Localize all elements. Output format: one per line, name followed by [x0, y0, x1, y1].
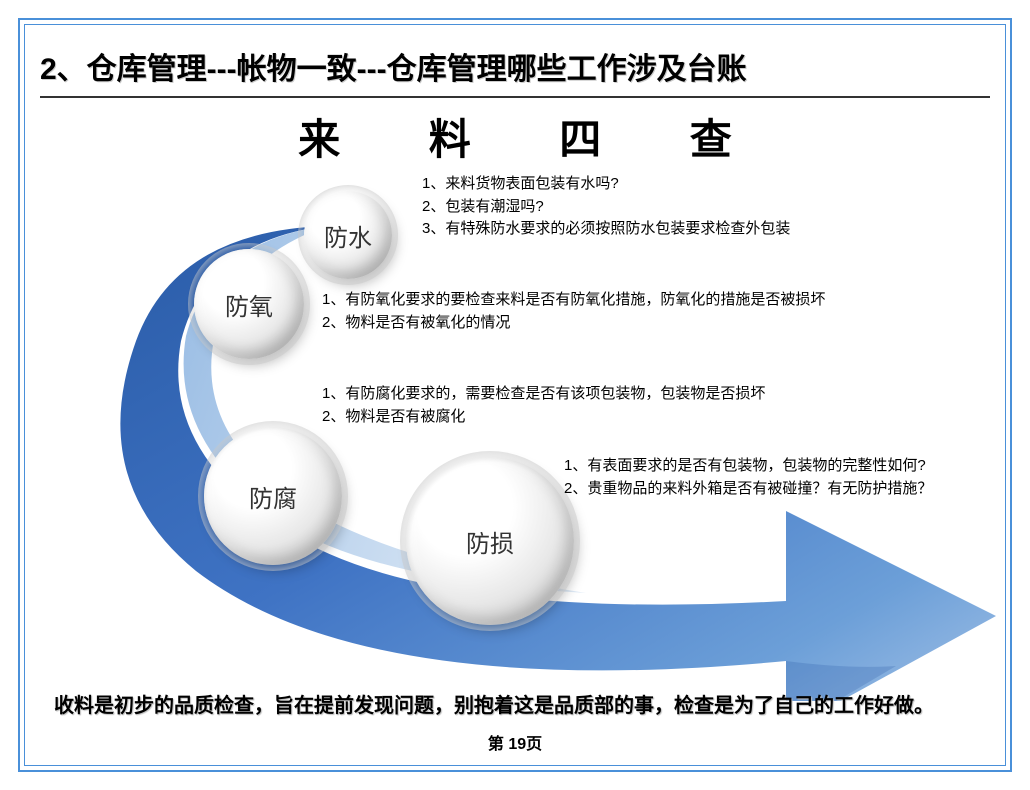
water-line-1: 2、包装有潮湿吗? — [422, 196, 790, 219]
text-block-water: 1、来料货物表面包装有水吗? 2、包装有潮湿吗? 3、有特殊防水要求的必须按照防… — [422, 173, 790, 241]
damage-line-1: 2、贵重物品的来料外箱是否有被碰撞？有无防护措施？ — [564, 478, 932, 501]
sphere-rot: 防腐 — [204, 427, 342, 565]
damage-line-0: 1、有表面要求的是否有包装物，包装物的完整性如何? — [564, 455, 932, 478]
footer-note: 收料是初步的品质检查，旨在提前发现问题，别抱着这是品质部的事，检查是为了自己的工… — [54, 689, 976, 718]
slide-content: 2、仓库管理---帐物一致---仓库管理哪些工作涉及台账 来 料 四 查 — [26, 26, 1004, 764]
subtitle-char-2: 四 — [559, 106, 601, 167]
sphere-rot-label: 防腐 — [249, 479, 297, 514]
sphere-oxygen: 防氧 — [194, 249, 304, 359]
diagram-area: 防水 防氧 防腐 防损 1、来料货物表面包装有水吗? 2、包装有潮湿吗? 3、有… — [26, 171, 1004, 701]
rot-line-1: 2、物料是否有被腐化 — [322, 406, 765, 429]
text-block-oxygen: 1、有防氧化要求的要检查来料是否有防氧化措施，防氧化的措施是否被损坏 2、物料是… — [322, 289, 825, 334]
page-title: 2、仓库管理---帐物一致---仓库管理哪些工作涉及台账 — [40, 44, 990, 88]
text-block-rot: 1、有防腐化要求的，需要检查是否有该项包装物，包装物是否损坏 2、物料是否有被腐… — [322, 383, 765, 428]
subtitle-char-1: 料 — [429, 106, 471, 167]
water-line-0: 1、来料货物表面包装有水吗? — [422, 173, 790, 196]
subtitle-char-0: 来 — [298, 106, 340, 167]
header: 2、仓库管理---帐物一致---仓库管理哪些工作涉及台账 — [26, 26, 1004, 96]
subtitle: 来 料 四 查 — [26, 98, 1004, 171]
water-line-2: 3、有特殊防水要求的必须按照防水包装要求检查外包装 — [422, 218, 790, 241]
sphere-water-label: 防水 — [324, 218, 372, 253]
oxygen-line-1: 2、物料是否有被氧化的情况 — [322, 312, 825, 335]
sphere-damage-label: 防损 — [466, 524, 514, 559]
rot-line-0: 1、有防腐化要求的，需要检查是否有该项包装物，包装物是否损坏 — [322, 383, 765, 406]
text-block-damage: 1、有表面要求的是否有包装物，包装物的完整性如何? 2、贵重物品的来料外箱是否有… — [564, 455, 932, 500]
sphere-oxygen-label: 防氧 — [225, 287, 273, 322]
page-number: 第 19页 — [26, 730, 1004, 754]
sphere-damage: 防损 — [406, 457, 574, 625]
oxygen-line-0: 1、有防氧化要求的要检查来料是否有防氧化措施，防氧化的措施是否被损坏 — [322, 289, 825, 312]
subtitle-char-3: 查 — [690, 106, 732, 167]
sphere-water: 防水 — [304, 191, 392, 279]
